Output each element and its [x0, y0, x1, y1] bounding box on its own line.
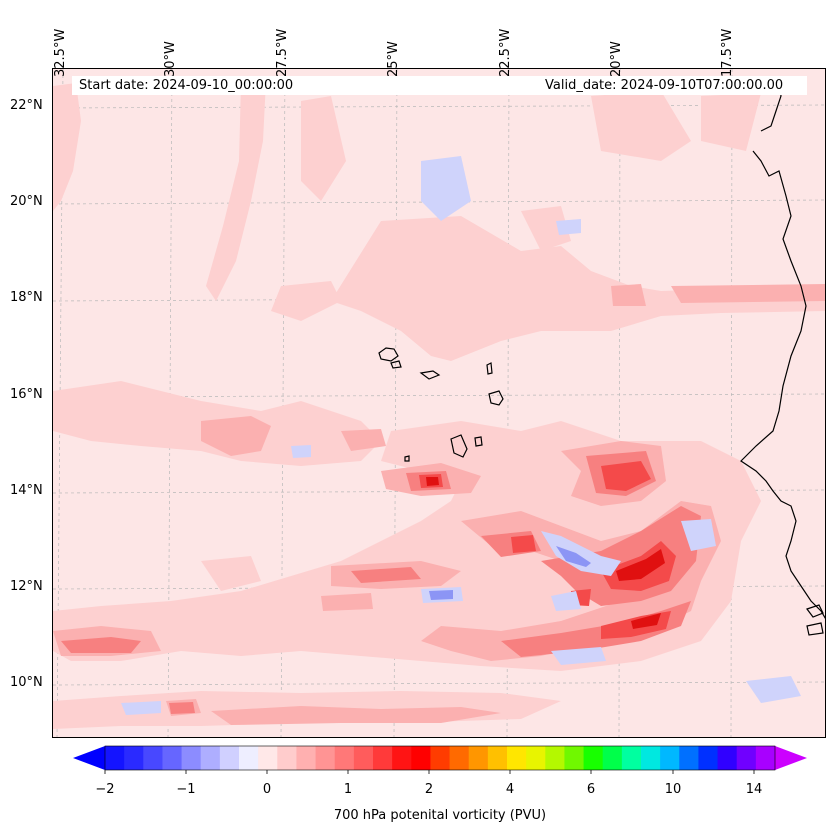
colorbar-cell — [105, 746, 125, 770]
colorbar-cell — [124, 746, 144, 770]
map-panel — [52, 68, 826, 738]
colorbar-cell — [507, 746, 527, 770]
lat-label-12n: 12°N — [10, 579, 43, 594]
colorbar-cell — [679, 746, 700, 770]
colorbar-cell — [583, 746, 604, 770]
colorbar-left-arrow — [73, 746, 105, 770]
lon-label-30w: 30°W — [163, 41, 178, 77]
colorbar-cell — [411, 746, 432, 770]
colorbar-cell — [277, 746, 298, 770]
colorbar-cell — [621, 746, 642, 770]
date-strip — [72, 76, 807, 95]
lon-label-25w: 25°W — [386, 41, 401, 77]
colorbar-cell — [392, 746, 412, 770]
lon-label-32.5w: 32.5°W — [53, 28, 68, 77]
colorbar-cells — [105, 746, 776, 770]
colorbar-cell — [219, 746, 240, 770]
lon-label-17.5w: 17.5°W — [720, 28, 735, 77]
lat-label-16n: 16°N — [10, 387, 43, 402]
colorbar-cell — [641, 746, 661, 770]
colorbar-cell — [755, 746, 776, 770]
start-date-label: Start date: 2024-09-10_00:00:00 — [79, 78, 294, 93]
colorbar-cell — [143, 746, 164, 770]
cbar-tick-14: 14 — [745, 782, 763, 797]
colorbar-cell — [353, 746, 374, 770]
colorbar-right-arrow — [775, 746, 807, 770]
colorbar-cell — [181, 746, 202, 770]
colorbar-cell — [162, 746, 183, 770]
cbar-tick-10: 10 — [664, 782, 682, 797]
colorbar-cell — [296, 746, 317, 770]
colorbar-frame — [104, 745, 776, 771]
blue-contours — [429, 546, 591, 600]
colorbar-cell — [334, 746, 355, 770]
colorbar-cell — [526, 746, 546, 770]
colorbar-cell — [449, 746, 470, 770]
lon-label-27.5w: 27.5°W — [275, 28, 290, 77]
valid-date-label: Valid_date: 2024-09-10T07:00:00.00 — [545, 78, 784, 93]
cbar-tick-0: 0 — [262, 782, 272, 797]
colorbar-cell — [717, 746, 738, 770]
colorbar-cell — [468, 746, 489, 770]
lat-label-10n: 10°N — [10, 675, 43, 690]
colorbar-tick-marks — [104, 770, 755, 774]
colorbar-cell — [736, 746, 757, 770]
lon-label-22.5w: 22.5°W — [498, 28, 513, 77]
colorbar-cell — [487, 746, 508, 770]
cbar-tick-4: 4 — [505, 782, 515, 797]
dark-red-contours — [426, 477, 665, 629]
cbar-tick-neg2: −2 — [95, 782, 115, 797]
colorbar-label: 700 hPa potenital vorticity (PVU) — [333, 808, 547, 823]
colorbar-cell — [698, 746, 719, 770]
coastline — [378, 80, 825, 636]
colorbar-cell — [660, 746, 680, 770]
cbar-tick-6: 6 — [586, 782, 596, 797]
lat-label-14n: 14°N — [10, 483, 43, 498]
lat-label-18n: 18°N — [10, 290, 43, 305]
colorbar — [73, 745, 807, 774]
cbar-tick-2: 2 — [424, 782, 434, 797]
lat-label-20n: 20°N — [10, 194, 43, 209]
colorbar-cell — [430, 746, 451, 770]
light-pink-contours — [53, 81, 825, 729]
colorbar-cell — [373, 746, 393, 770]
colorbar-cell — [239, 746, 259, 770]
colorbar-cell — [564, 746, 585, 770]
colorbar-cell — [200, 746, 221, 770]
lon-label-20w: 20°W — [609, 41, 624, 77]
colorbar-cell — [315, 746, 336, 770]
cbar-tick-1: 1 — [343, 782, 353, 797]
pv-contour-map — [53, 69, 825, 737]
colorbar-cell — [545, 746, 566, 770]
cbar-tick-neg1: −1 — [176, 782, 196, 797]
colorbar-cell — [602, 746, 623, 770]
colorbar-cell — [258, 746, 278, 770]
lat-label-22n: 22°N — [10, 98, 43, 113]
